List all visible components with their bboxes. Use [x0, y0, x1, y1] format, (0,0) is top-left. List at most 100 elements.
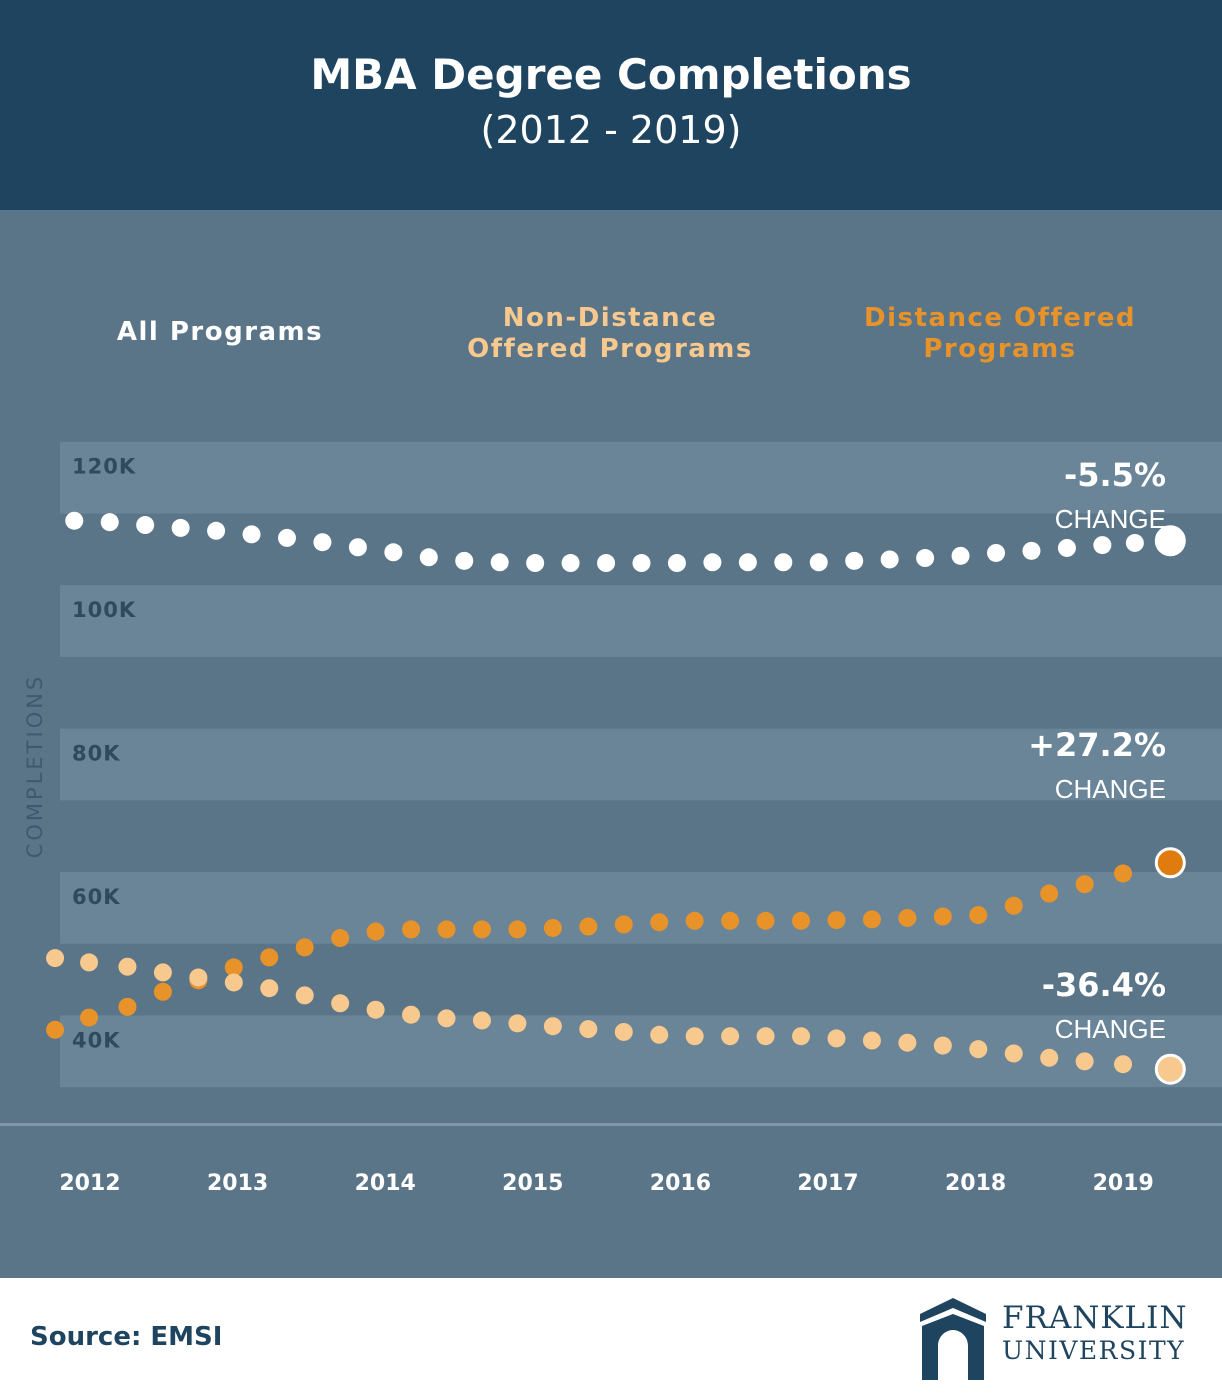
series-final-point [1154, 525, 1186, 557]
series-point [933, 1036, 952, 1055]
series-point [650, 1025, 669, 1044]
series-point [1125, 533, 1144, 552]
y-tick-label: 100K [72, 598, 136, 622]
footer: Source: EMSI FRANKLIN UNIVERSITY [0, 1278, 1222, 1400]
series-point [136, 516, 155, 535]
series-point [933, 907, 952, 926]
series-point [472, 1011, 491, 1030]
series-point [260, 979, 279, 998]
series-point [916, 549, 935, 568]
series-point [348, 538, 367, 557]
series-point [845, 551, 864, 570]
x-tick-label: 2016 [650, 1171, 711, 1196]
change-label: CHANGE [1055, 774, 1166, 804]
scatter-chart: 120K 100K 80K 60K 40K COMPLETIONS 2012 2013 2014… [0, 441, 1222, 1196]
series-final-point [1154, 847, 1186, 879]
series-point [1057, 538, 1076, 557]
series-point [313, 533, 332, 552]
series-point [685, 1027, 704, 1046]
series-point [1093, 536, 1112, 555]
series-point [366, 1000, 385, 1019]
franklin-university-logo: FRANKLIN UNIVERSITY [918, 1296, 1198, 1386]
series-point [295, 938, 314, 957]
x-tick-label: 2019 [1093, 1171, 1154, 1196]
series-point [331, 994, 350, 1013]
series-point [402, 1005, 421, 1024]
series-point [260, 948, 279, 967]
change-label: CHANGE [1055, 1014, 1166, 1044]
arch-logo-icon [920, 1298, 986, 1380]
series-point [331, 929, 350, 948]
y-tick-label: 80K [72, 742, 121, 766]
series-point [1040, 884, 1059, 903]
x-tick-label: 2014 [355, 1171, 416, 1196]
y-tick-label: 60K [72, 885, 121, 909]
series-point [862, 1031, 881, 1050]
series-point [561, 554, 580, 573]
series-point [437, 920, 456, 939]
series-point [508, 920, 527, 939]
series-point [543, 1017, 562, 1036]
series-point [774, 553, 793, 572]
x-tick-label: 2012 [59, 1171, 120, 1196]
series-point [827, 1029, 846, 1048]
y-tick-label: 120K [72, 455, 136, 479]
series-point [792, 911, 811, 930]
series-point [721, 911, 740, 930]
series-point [80, 953, 99, 972]
series-point [153, 982, 172, 1001]
x-tick-label: 2017 [797, 1171, 858, 1196]
series-point [543, 918, 562, 937]
chart-title: MBA Degree Completions [310, 50, 912, 99]
series-point [756, 911, 775, 930]
legend-non-distance-programs: Non-Distance Offered Programs [467, 303, 753, 364]
series-point [1075, 875, 1094, 894]
series-point [898, 908, 917, 927]
series-point [100, 513, 119, 532]
series-point [295, 986, 314, 1005]
grid-band [60, 872, 1222, 944]
series-point [792, 1027, 811, 1046]
x-tick-label: 2015 [502, 1171, 563, 1196]
series-point [277, 528, 296, 547]
series-point [508, 1014, 527, 1033]
series-point [1114, 1055, 1133, 1074]
series-point [490, 553, 509, 572]
x-tick-label: 2018 [945, 1171, 1006, 1196]
series-point [579, 1020, 598, 1039]
series-point [118, 957, 137, 976]
series-point [207, 521, 226, 540]
series-point [1075, 1052, 1094, 1071]
series-point [721, 1027, 740, 1046]
y-axis-label: COMPLETIONS [23, 674, 47, 859]
series-point [65, 511, 84, 530]
series-point [597, 554, 616, 573]
grid-band [60, 441, 1222, 514]
series-point [419, 548, 438, 567]
series-point [951, 546, 970, 565]
series-point [614, 1022, 633, 1041]
logo-text-franklin: FRANKLIN [1002, 1300, 1188, 1336]
series-point [1004, 896, 1023, 915]
series-point [579, 917, 598, 936]
legend-all-programs: All Programs [116, 317, 324, 347]
series-point [224, 958, 243, 977]
series-point [809, 553, 828, 572]
series-point [667, 554, 686, 573]
series-point [1114, 864, 1133, 883]
chart-panel: All Programs Non-Distance Offered Progra… [0, 210, 1222, 1278]
change-label: CHANGE [1055, 504, 1166, 534]
series-point [862, 910, 881, 929]
chart-subtitle: (2012 - 2019) [480, 108, 742, 152]
series-point [650, 913, 669, 932]
header: MBA Degree Completions (2012 - 2019) [0, 0, 1222, 210]
grid-band [60, 585, 1222, 657]
series-point [685, 911, 704, 930]
series-point [153, 963, 172, 982]
series-point [224, 973, 243, 992]
series-point [118, 997, 137, 1016]
series-point [738, 553, 757, 572]
series-point [80, 1008, 99, 1027]
series-point [898, 1033, 917, 1052]
series-point [526, 554, 545, 573]
